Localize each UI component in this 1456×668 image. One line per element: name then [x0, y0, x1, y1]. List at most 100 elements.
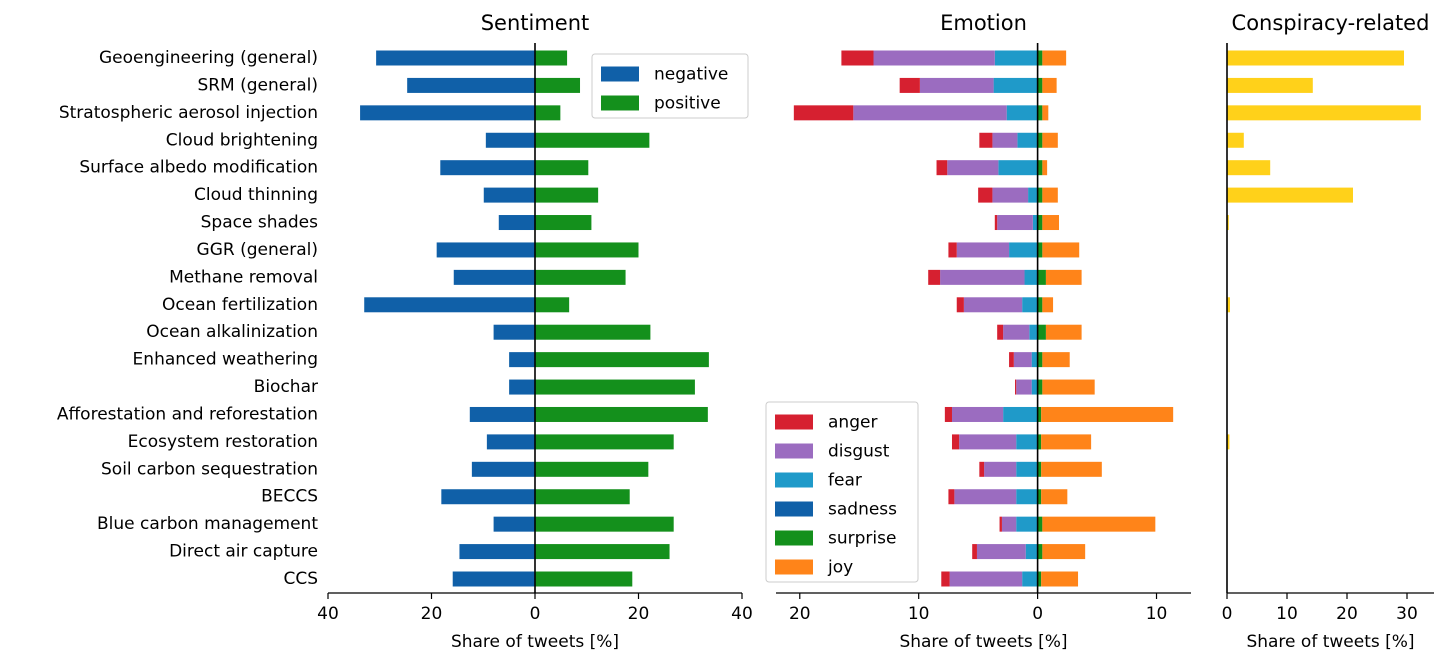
x-tick-label: 10 [1276, 604, 1298, 624]
category-label: CCS [283, 569, 318, 589]
category-label: Blue carbon management [97, 514, 318, 534]
bar [1042, 544, 1086, 560]
bar [453, 269, 535, 285]
bar [997, 324, 1004, 340]
chart-title: Conspiracy-related [1232, 11, 1430, 35]
bar [535, 297, 570, 313]
bar [1042, 50, 1067, 66]
legend-label: negative [654, 65, 728, 85]
bar [535, 105, 561, 121]
bar [936, 160, 948, 176]
bar [1042, 132, 1058, 148]
bar [1031, 352, 1038, 368]
bar [853, 105, 1007, 121]
bar [1024, 269, 1038, 285]
bar [979, 461, 985, 477]
bar [1042, 242, 1080, 258]
bar [535, 215, 592, 231]
bar [1037, 215, 1043, 231]
bar [959, 434, 1017, 450]
legend-swatch [775, 501, 813, 517]
x-axis-label: Share of tweets [%] [899, 632, 1067, 652]
legend-label: sadness [828, 500, 897, 520]
bar [1022, 297, 1038, 313]
bar [376, 50, 535, 66]
bar [940, 269, 1025, 285]
bar [948, 489, 955, 505]
bar [1009, 352, 1014, 368]
category-label: Geoengineering (general) [99, 48, 318, 68]
category-label: Space shades [201, 213, 319, 233]
bar [1041, 461, 1102, 477]
bar [509, 379, 535, 395]
x-axis-label: Share of tweets [%] [451, 632, 619, 652]
legend-swatch [601, 95, 639, 111]
bar [1037, 105, 1043, 121]
bar [1037, 324, 1046, 340]
category-label: GGR (general) [197, 240, 318, 260]
bar [954, 489, 1017, 505]
bar [535, 516, 674, 532]
bar [1037, 461, 1042, 477]
bar [928, 269, 941, 285]
bar [1003, 324, 1030, 340]
bar [1037, 571, 1042, 587]
bar [1037, 297, 1043, 313]
bar [459, 544, 535, 560]
legend-swatch [775, 472, 813, 488]
bar [944, 406, 952, 422]
bar [1016, 516, 1038, 532]
bar [1042, 379, 1095, 395]
bar [1037, 132, 1043, 148]
category-label: SRM (general) [197, 75, 318, 95]
category-label: Stratospheric aerosol injection [59, 103, 318, 123]
category-label: Ocean fertilization [162, 295, 318, 315]
bar [1016, 434, 1038, 450]
x-tick-label: 10 [1146, 604, 1168, 624]
bar [1025, 544, 1038, 560]
bar [1042, 352, 1070, 368]
bar [535, 324, 651, 340]
bar [1006, 105, 1038, 121]
bar [1013, 352, 1032, 368]
bar [535, 352, 709, 368]
bar [1227, 297, 1230, 313]
bar [1016, 379, 1032, 395]
bar [1001, 516, 1017, 532]
bar [469, 406, 535, 422]
bar [994, 215, 998, 231]
category-label: Direct air capture [169, 542, 318, 562]
bar [951, 406, 1004, 422]
bar [535, 50, 568, 66]
bar [1037, 379, 1043, 395]
bar [999, 516, 1002, 532]
bar [407, 77, 535, 93]
bar [535, 406, 708, 422]
bar [1037, 352, 1043, 368]
bar [440, 160, 535, 176]
bar [1042, 297, 1054, 313]
bar [1037, 160, 1043, 176]
bar [1045, 269, 1082, 285]
bar [1037, 242, 1043, 258]
bar [1037, 544, 1043, 560]
bar [486, 434, 535, 450]
bar [1227, 132, 1244, 148]
category-label: Methane removal [169, 267, 318, 287]
bar [1009, 242, 1038, 258]
bar [452, 571, 535, 587]
bar [364, 297, 535, 313]
bar [535, 77, 581, 93]
bar [1037, 77, 1043, 93]
bar [919, 77, 994, 93]
bar [535, 242, 639, 258]
bar [956, 242, 1010, 258]
bar [535, 132, 650, 148]
bar [972, 544, 977, 560]
x-tick-label: 10 [908, 604, 930, 624]
bar [436, 242, 535, 258]
x-tick-label: 0 [1032, 604, 1043, 624]
bar [1227, 105, 1421, 121]
bar [535, 489, 630, 505]
bar [997, 215, 1033, 231]
